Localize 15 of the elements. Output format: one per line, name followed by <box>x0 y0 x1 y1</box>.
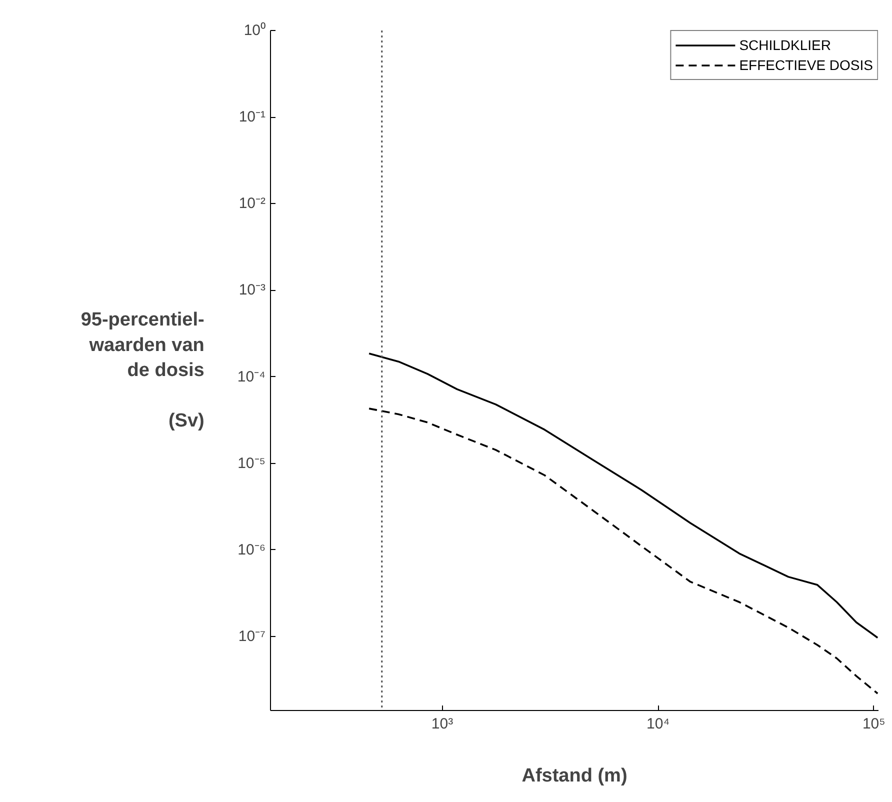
y-tick-label: 10⁻¹ <box>238 108 266 126</box>
y-tick-label: 10⁻³ <box>238 282 266 299</box>
legend-label: SCHILDKLIER <box>739 37 831 53</box>
x-tick-label: 10⁵ <box>862 716 886 732</box>
x-axis-title: Afstand (m) <box>522 766 628 786</box>
y-tick-label: 10⁻⁴ <box>237 368 266 386</box>
y-tick-label: 10⁻⁵ <box>238 454 266 472</box>
legend-label: EFFECTIEVE DOSIS <box>739 57 873 73</box>
x-tick-label: 10⁴ <box>646 716 670 732</box>
y-tick-label: 10⁻⁷ <box>238 628 266 646</box>
text: 95-percentiel- waarden van de dosis (Sv) <box>80 310 204 432</box>
y-tick-label: 10⁻² <box>238 195 266 212</box>
x-tick-label: 10³ <box>431 716 454 732</box>
y-tick-label: 10⁰ <box>244 22 266 39</box>
y-tick-label: 10⁻⁶ <box>238 541 266 558</box>
